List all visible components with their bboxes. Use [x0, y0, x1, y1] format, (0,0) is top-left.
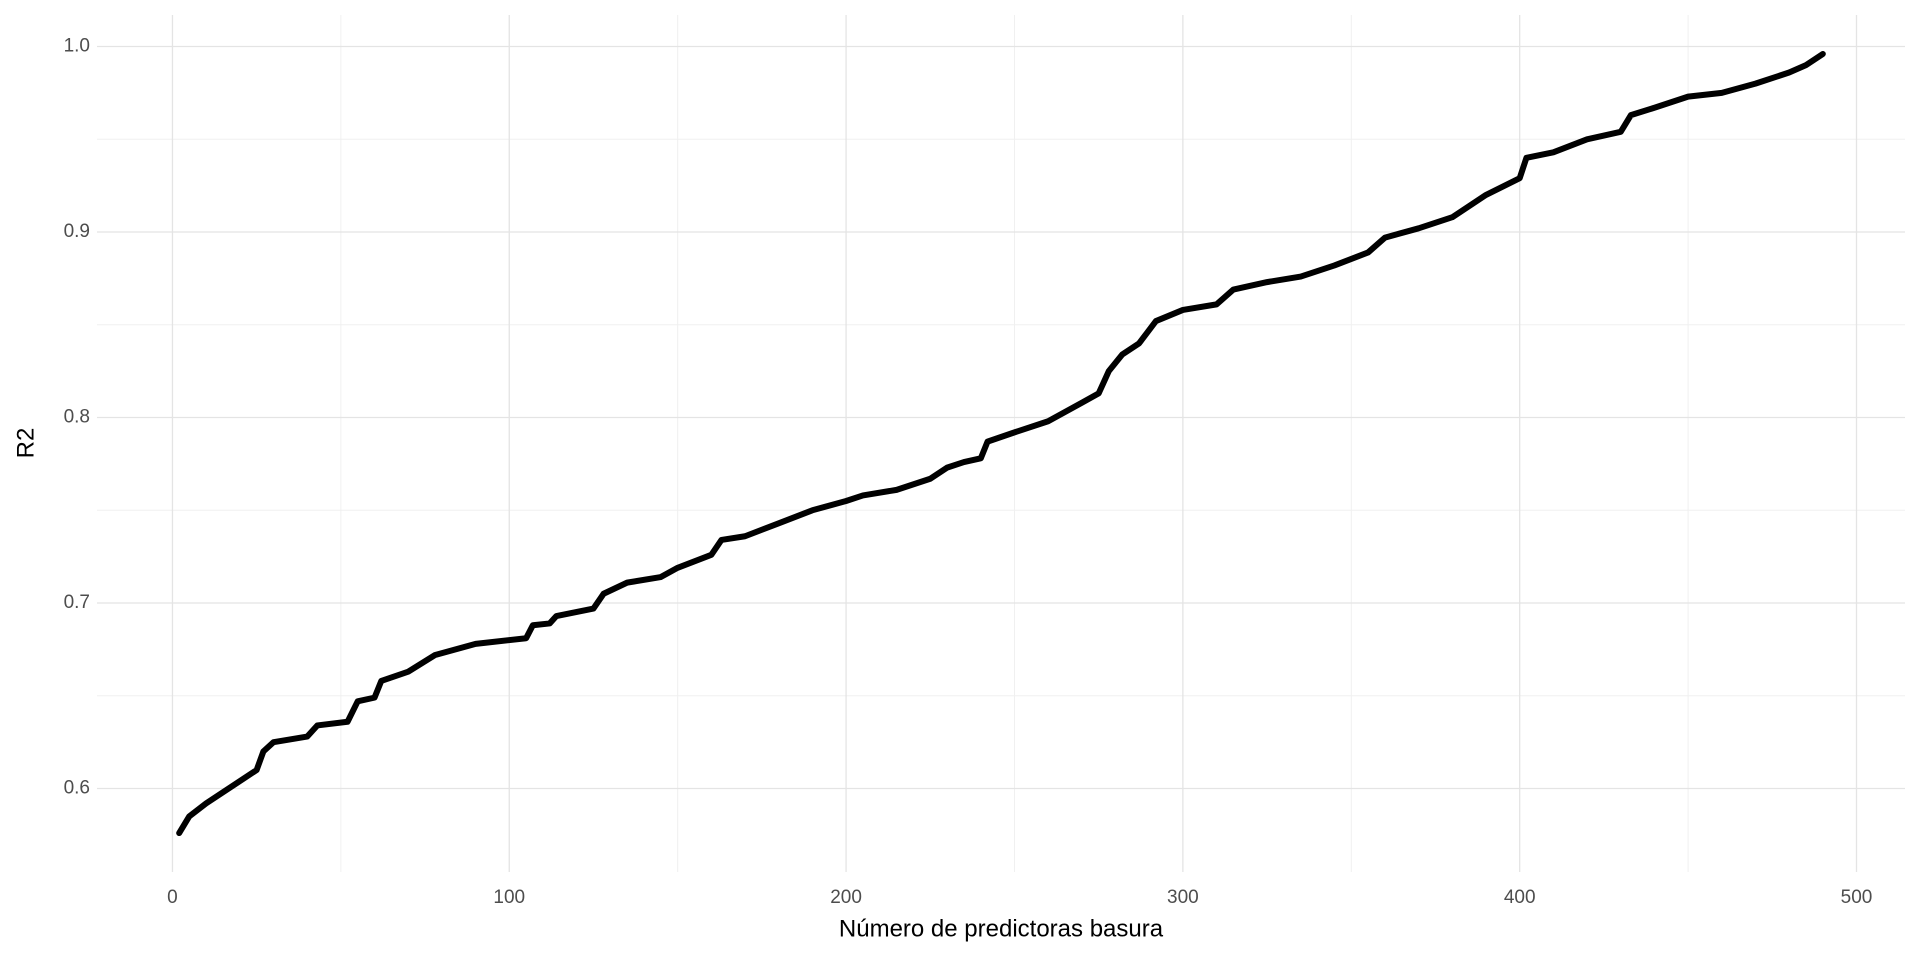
y-tick-label: 0.9	[64, 221, 90, 242]
y-tick-label: 0.6	[64, 778, 90, 799]
y-tick-label: 0.7	[64, 592, 90, 613]
data-line	[176, 50, 1826, 837]
x-tick-label: 0	[167, 887, 178, 908]
x-tick-label: 200	[830, 887, 862, 908]
x-tick-label: 100	[493, 887, 525, 908]
y-tick-label: 0.8	[64, 407, 90, 428]
x-tick-label: 500	[1841, 887, 1873, 908]
y-tick-label: 1.0	[64, 36, 90, 57]
x-tick-label: 400	[1504, 887, 1536, 908]
x-tick-label: 300	[1167, 887, 1199, 908]
x-axis-title: Número de predictoras basura	[839, 915, 1164, 942]
y-axis-title: R2	[12, 428, 39, 459]
